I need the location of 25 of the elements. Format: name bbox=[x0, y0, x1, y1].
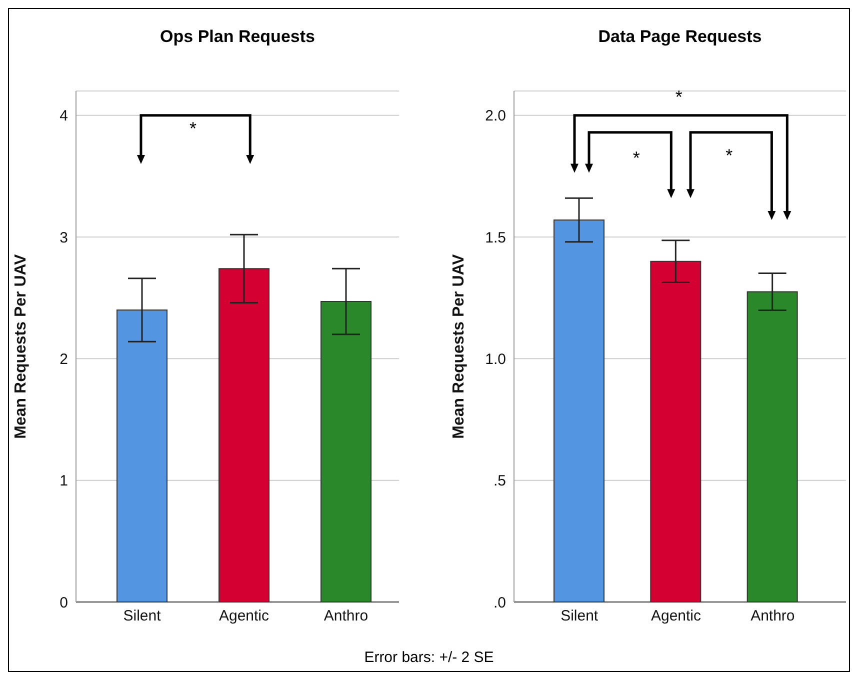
x-tick-label: Anthro bbox=[324, 608, 368, 625]
y-axis-title: Mean Requests Per UAV bbox=[450, 254, 468, 439]
y-tick-label: .0 bbox=[493, 594, 506, 612]
chart-title: Ops Plan Requests bbox=[159, 27, 316, 47]
annotation: * bbox=[675, 87, 682, 108]
y-tick-label: 0 bbox=[60, 594, 68, 612]
y-axis-title: Mean Requests Per UAV bbox=[12, 254, 30, 439]
y-tick-label: 1.5 bbox=[485, 229, 506, 246]
x-tick-label: Silent bbox=[560, 608, 599, 625]
y-tick-label: 2.0 bbox=[485, 108, 506, 125]
x-tick-label: Agentic bbox=[218, 608, 270, 625]
x-tick-label: Silent bbox=[123, 608, 162, 625]
chart-title: Data Page Requests bbox=[597, 27, 763, 47]
y-tick-label: 1 bbox=[60, 472, 68, 490]
annotation: * bbox=[632, 148, 640, 168]
y-tick-label: 3 bbox=[60, 229, 68, 246]
annotation: * bbox=[189, 118, 197, 139]
text: Error bars: +/- 2 SE bbox=[363, 649, 495, 666]
annotation: * bbox=[726, 145, 733, 166]
y-tick-label: 2 bbox=[60, 350, 68, 368]
x-tick-label: Anthro bbox=[750, 608, 795, 625]
x-tick-label: Agentic bbox=[650, 608, 702, 625]
y-tick-label: 1.0 bbox=[485, 350, 506, 368]
y-tick-label: .5 bbox=[493, 472, 506, 490]
y-tick-label: 4 bbox=[60, 108, 68, 125]
